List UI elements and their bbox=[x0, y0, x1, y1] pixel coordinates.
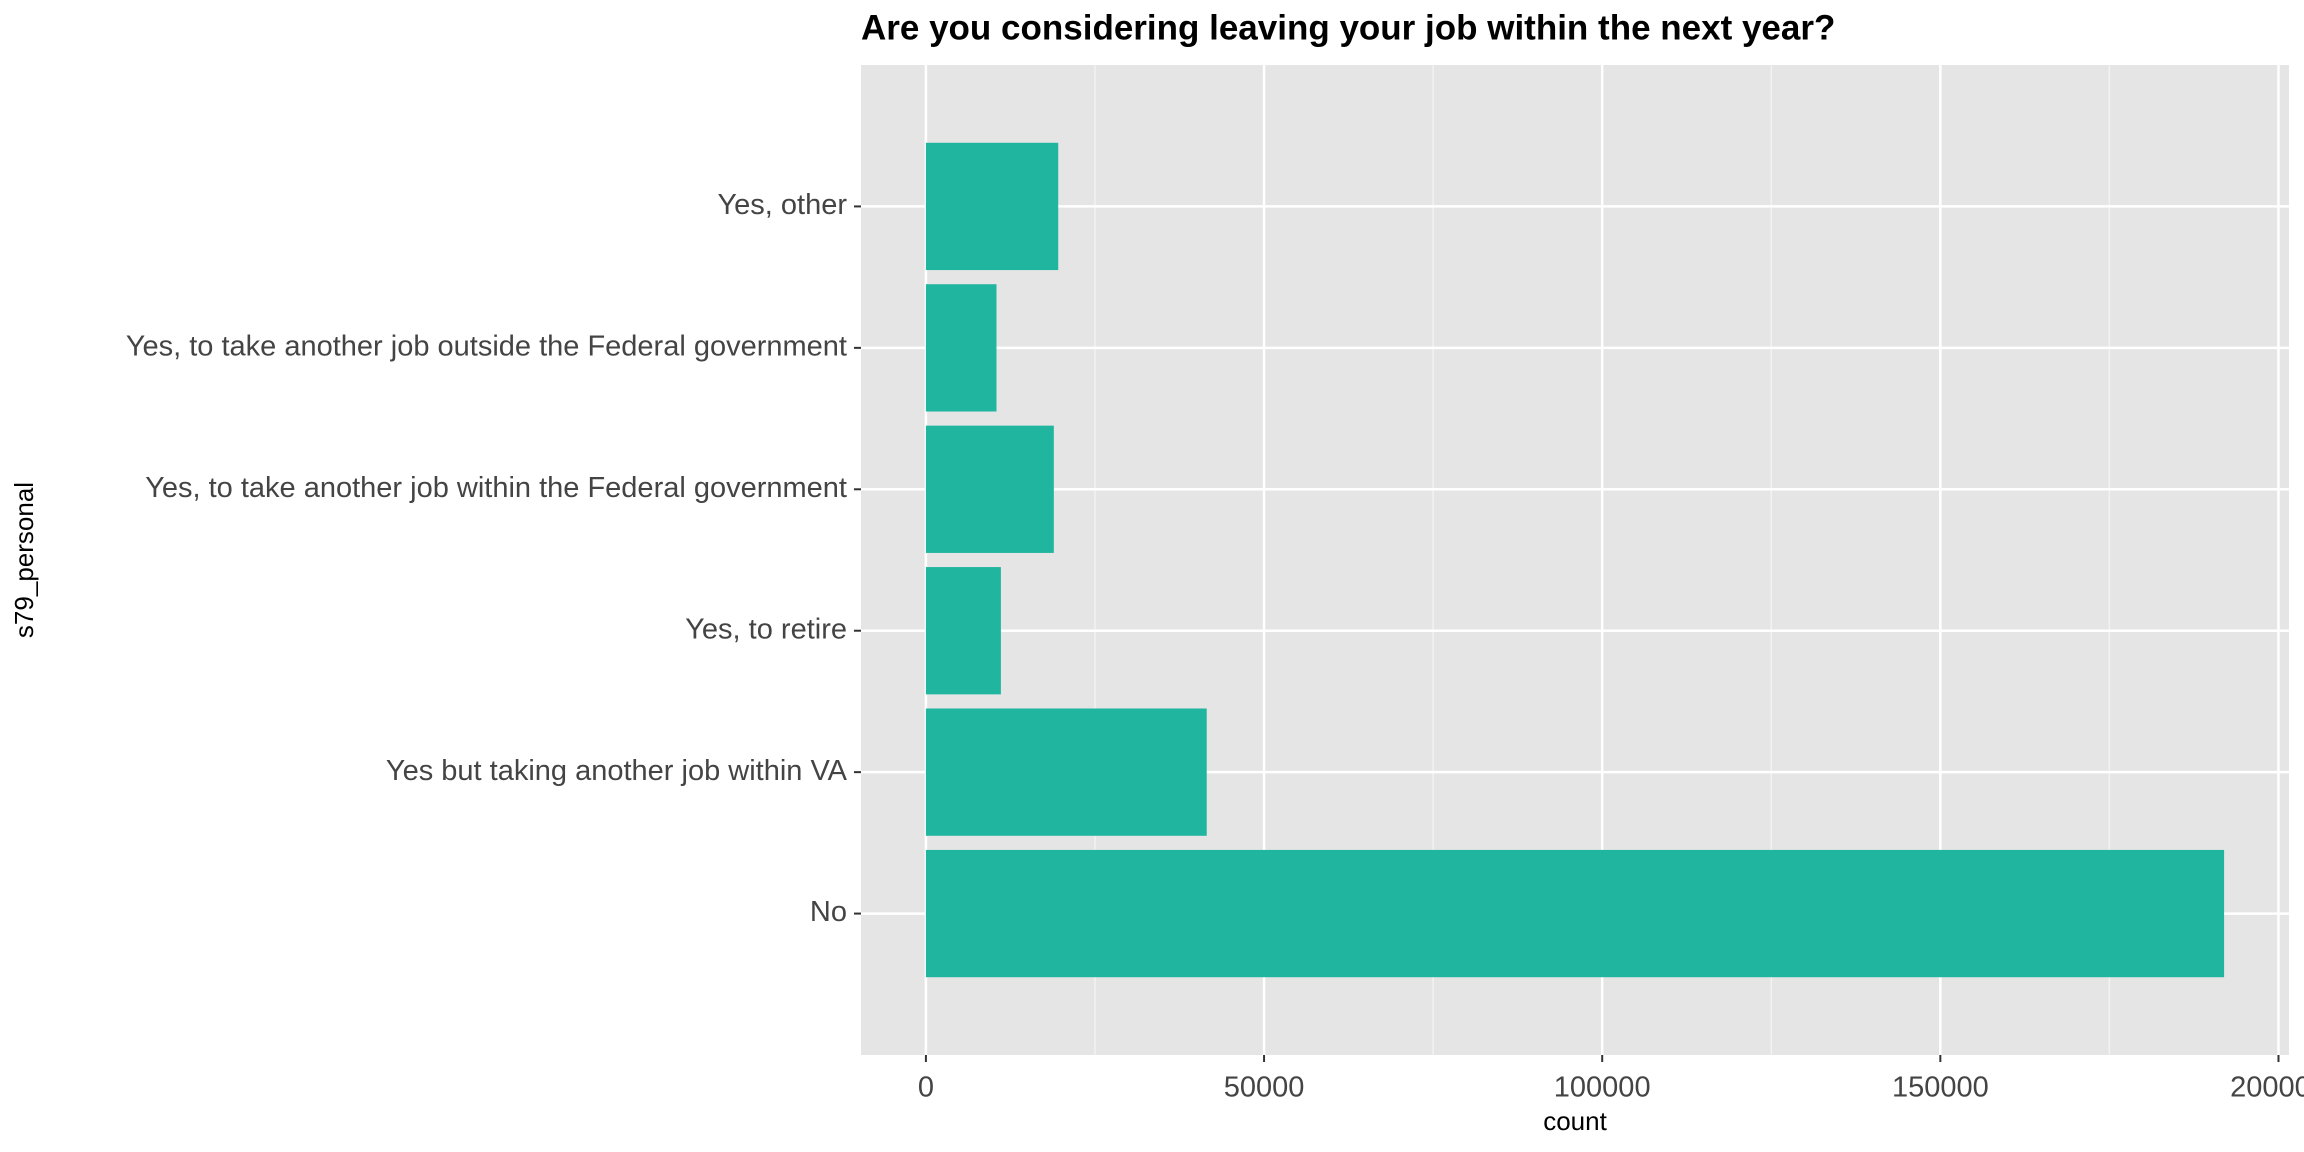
bar bbox=[925, 142, 1059, 271]
y-tick-label: Yes, to take another job outside the Fed… bbox=[126, 331, 847, 363]
y-axis-title: s79_personal bbox=[9, 482, 39, 638]
y-tick-label: Yes but taking another job within VA bbox=[386, 755, 848, 787]
bar bbox=[925, 849, 2225, 978]
x-tick-label: 150000 bbox=[1892, 1072, 1989, 1104]
bar bbox=[925, 425, 1054, 553]
chart-title: Are you considering leaving your job wit… bbox=[861, 8, 1835, 47]
y-tick-label: Yes, other bbox=[717, 189, 847, 221]
x-axis-title: count bbox=[1543, 1106, 1607, 1136]
x-tick-label: 50000 bbox=[1224, 1072, 1305, 1104]
x-tick-label: 100000 bbox=[1554, 1072, 1651, 1104]
y-tick-label: Yes, to retire bbox=[685, 613, 847, 645]
y-tick-label: Yes, to take another job within the Fede… bbox=[145, 472, 847, 504]
bar bbox=[925, 284, 997, 412]
bar bbox=[925, 708, 1207, 836]
x-tick-label: 200000 bbox=[2230, 1072, 2304, 1104]
y-tick-label: No bbox=[810, 896, 847, 928]
bar bbox=[925, 567, 1001, 695]
x-tick-label: 0 bbox=[918, 1072, 934, 1104]
